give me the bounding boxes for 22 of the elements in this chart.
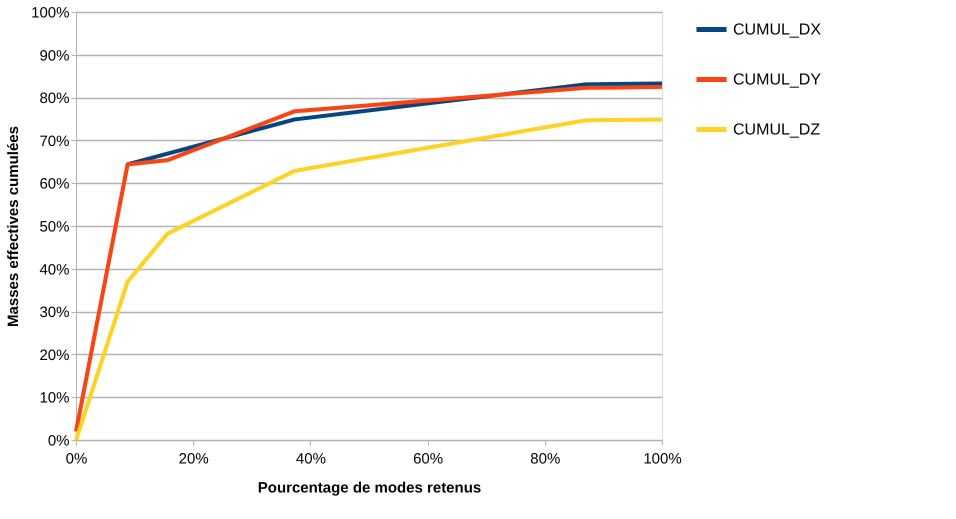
y-tick-label: 10%	[39, 390, 70, 407]
y-tick-label: 90%	[39, 47, 70, 64]
legend-label: CUMUL_DZ	[733, 122, 820, 138]
y-tick-label: 40%	[39, 261, 70, 278]
legend-label: CUMUL_DX	[733, 22, 822, 38]
x-tick-label: 20%	[178, 450, 209, 468]
y-tick-label: 50%	[39, 218, 70, 236]
x-tick-label: 0%	[66, 450, 88, 468]
x-tick-label: 60%	[413, 450, 444, 468]
legend-label: CUMUL_DY	[733, 72, 822, 88]
y-tick-label: 30%	[39, 304, 70, 322]
y-tick-label: 100%	[31, 4, 70, 22]
x-axis-title: Pourcentage de modes retenus	[258, 480, 482, 496]
x-tick-label: 100%	[643, 450, 682, 468]
y-tick-label: 0%	[48, 432, 70, 450]
y-tick-label: 70%	[39, 132, 70, 150]
x-tick-label: 80%	[530, 450, 560, 468]
y-tick-label: 80%	[39, 90, 70, 108]
y-tick-label: 20%	[39, 346, 70, 364]
y-axis-title: Masses effectives cumulées	[5, 126, 22, 327]
y-tick-label: 60%	[39, 176, 70, 193]
x-tick-label: 40%	[296, 450, 326, 468]
